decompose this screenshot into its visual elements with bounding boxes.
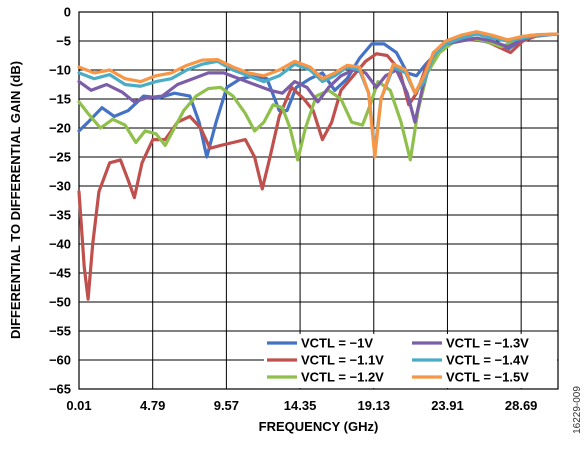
y-tick-label: −35 xyxy=(49,208,71,223)
y-axis-title: DIFFERENTIAL TO DIFFERENTIAL GAIN (dB) xyxy=(8,61,23,339)
x-tick-labels: 0.01 4.79 9.57 14.35 19.13 23.91 28.69 xyxy=(66,398,537,413)
series-lines xyxy=(77,30,559,301)
figure-id: 16229-009 xyxy=(572,386,583,434)
y-tick-label: −30 xyxy=(49,179,71,194)
legend-label: VCTL = −1.4V xyxy=(446,353,529,368)
legend-label: VCTL = −1.2V xyxy=(301,370,384,385)
y-tick-label: −60 xyxy=(49,353,71,368)
y-tick-label: −10 xyxy=(49,63,71,78)
y-tick-label: −40 xyxy=(49,237,71,252)
y-tick-label: −65 xyxy=(49,382,71,397)
x-tick-label: 19.13 xyxy=(357,398,390,413)
y-tick-label: −55 xyxy=(49,324,71,339)
y-tick-label: −25 xyxy=(49,150,71,165)
series-line-6 xyxy=(77,30,559,159)
series-line-5 xyxy=(77,32,559,153)
y-tick-label: −20 xyxy=(49,121,71,136)
legend-label: VCTL = −1.5V xyxy=(446,370,529,385)
x-tick-label: 0.01 xyxy=(66,398,91,413)
legend-label: VCTL = −1.1V xyxy=(301,353,384,368)
x-tick-label: 4.79 xyxy=(140,398,165,413)
y-tick-label: −15 xyxy=(49,92,71,107)
series-line-3 xyxy=(77,32,559,162)
x-axis-title: FREQUENCY (GHz) xyxy=(259,419,379,434)
plot-area xyxy=(79,12,558,389)
legend-box xyxy=(264,334,557,388)
x-tick-label: 23.91 xyxy=(431,398,464,413)
legend: VCTL = −1V VCTL = −1.3V VCTL = −1.1V VCTL =… xyxy=(264,334,557,388)
legend-label: VCTL = −1.3V xyxy=(446,336,529,351)
x-tick-label: 9.57 xyxy=(214,398,239,413)
y-tick-label: −50 xyxy=(49,295,71,310)
legend-label: VCTL = −1V xyxy=(301,336,373,351)
y-tick-label: −45 xyxy=(49,266,71,281)
x-tick-label: 14.35 xyxy=(284,398,317,413)
y-tick-labels: 0 −5 −10 −15 −20 −25 −30 −35 −40 −45 −50 −55 −60 −65 xyxy=(49,5,71,397)
y-tick-label: 0 xyxy=(64,5,71,20)
series-line-4 xyxy=(77,32,559,124)
x-tick-label: 28.69 xyxy=(505,398,538,413)
y-tick-label: −5 xyxy=(56,34,71,49)
